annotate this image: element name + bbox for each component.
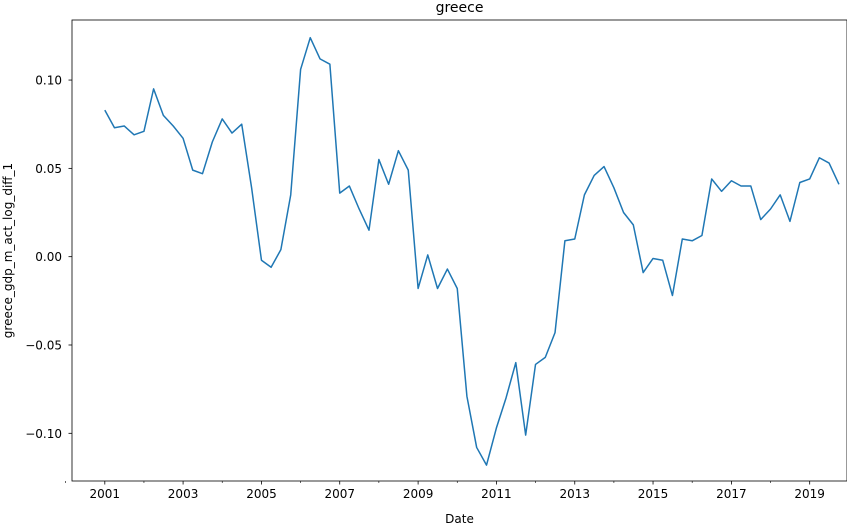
axes-frame xyxy=(71,19,847,482)
y-tick-label: 0.10 xyxy=(35,74,62,88)
x-tick-label: 2001 xyxy=(90,487,121,501)
x-tick-label: 2015 xyxy=(638,487,669,501)
x-tick-label: 2009 xyxy=(403,487,434,501)
series-line xyxy=(104,36,840,466)
x-tick-label: 2003 xyxy=(168,487,199,501)
y-axis-label: greece_gdp_m_act_log_diff_1 xyxy=(1,163,15,338)
y-tick-label: 0.05 xyxy=(35,162,62,176)
x-tick-label: 2019 xyxy=(794,487,825,501)
x-axis-ticks: 2001 2003 2005 2007 2009 2011 2013 2015 2017 2019 xyxy=(65,481,825,501)
y-tick-label: −0.05 xyxy=(25,338,62,352)
x-axis-label: Date xyxy=(445,512,474,525)
y-axis-ticks: −0.10 −0.05 0.00 0.05 0.10 xyxy=(25,74,72,441)
x-tick-label: 2011 xyxy=(481,487,512,501)
x-tick-label: 2017 xyxy=(716,487,747,501)
x-tick-label: 2013 xyxy=(559,487,590,501)
plot-area: 2001 2003 2005 2007 2009 2011 2013 2015 2017 2019… xyxy=(25,19,847,501)
chart-title: greece xyxy=(436,0,484,16)
series-layer xyxy=(104,36,840,466)
x-tick-label: 2005 xyxy=(246,487,277,501)
y-tick-label: −0.10 xyxy=(25,427,62,441)
x-tick-label: 2007 xyxy=(324,487,355,501)
y-tick-label: 0.00 xyxy=(35,250,62,264)
